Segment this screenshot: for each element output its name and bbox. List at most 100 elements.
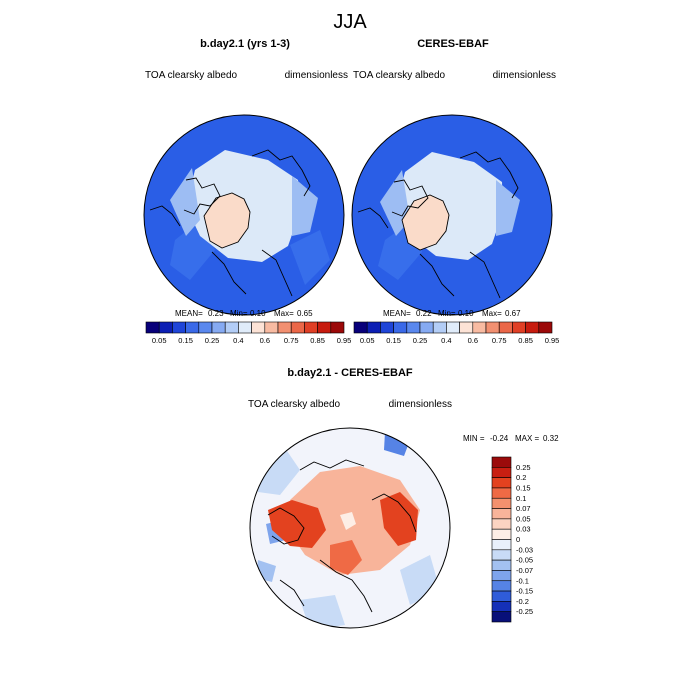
map-greenland-coast [401,194,450,251]
colorbar-tick-label: -0.05 [516,556,533,565]
colorbar-swatch [491,508,512,520]
colorbar-swatch [198,321,213,334]
panel-diff-variable-label: TOA clearsky albedo [248,399,341,410]
colorbar-tick-label: 0.05 [516,514,531,523]
colorbar-tick-label: 0.2 [516,473,526,482]
colorbar-swatch [491,467,512,478]
stat-max-value: 0.32 [543,434,559,443]
stat-mean-label: MEAN= [383,309,411,318]
map-diff-red [330,540,362,575]
colorbar-swatch [491,549,512,561]
colorbar-swatch [491,611,512,623]
panel-diff-stats: MIN = -0.24 MAX = 0.32 [463,434,559,443]
colorbar-swatch [491,456,512,468]
colorbar-swatch [491,518,512,530]
colorbar-swatch [419,321,434,334]
colorbar-obs: 0.05 0.15 0.25 0.4 0.6 0.75 0.85 0.95 [353,321,560,345]
map-diff [250,428,450,628]
stat-mean-value: 0.22 [416,309,432,318]
colorbar-swatch [393,321,408,334]
colorbar-swatch [330,321,345,334]
colorbar-tick-label: -0.1 [516,576,529,585]
colorbar-tick-label: -0.25 [516,607,533,616]
colorbar-tick-label: 0.75 [492,336,507,345]
colorbar-tick-label: 0.95 [337,336,352,345]
colorbar-swatch [491,539,512,551]
map-diff-center [340,512,356,530]
colorbar-tick-label: 0.75 [284,336,299,345]
map-diff-red [268,500,326,548]
colorbar-swatch [491,590,512,602]
panel-diff: b.day2.1 - CERES-EBAF TOA clearsky albed… [248,367,559,629]
colorbar-tick-label: 0.95 [545,336,560,345]
panel-obs-stats: MEAN= 0.22 Min= 0.10 Max= 0.67 [383,309,521,318]
colorbar-swatch [491,601,512,612]
colorbar-swatch [304,321,318,334]
panel-model: b.day2.1 (yrs 1-3) TOA clearsky albedo d… [143,38,352,345]
colorbar-tick-label: -0.07 [516,566,533,575]
colorbar-swatch [172,321,186,334]
colorbar-swatch [491,570,512,582]
panel-model-units-label: dimensionless [285,70,348,81]
stat-min-label: Min= [230,309,248,318]
colorbar-swatch [491,528,512,540]
map-diff-red [380,492,418,546]
panel-model-title: b.day2.1 (yrs 1-3) [200,38,290,50]
colorbar-swatch [317,321,332,334]
map-border [351,114,553,316]
colorbar-swatch [185,321,200,334]
colorbar-swatch [512,321,526,334]
colorbar-swatch [211,321,226,334]
stat-min-label: MIN = [463,434,485,443]
colorbar-tick-label: 0.15 [178,336,193,345]
map-coastline [149,149,311,297]
stat-min-label: Min= [438,309,456,318]
panel-diff-title: b.day2.1 - CERES-EBAF [287,367,413,379]
stat-max-label: Max= [274,309,294,318]
colorbar-swatch [432,321,447,334]
colorbar-tick-label: 0.6 [468,336,478,345]
colorbar-swatch [459,321,474,334]
colorbar-tick-label: 0.85 [518,336,533,345]
colorbar-swatch [224,321,239,334]
colorbar-swatch [366,321,381,334]
stat-max-value: 0.65 [297,309,313,318]
map-ice-edge [170,168,200,236]
colorbar-swatch [406,321,421,334]
colorbar-tick-label: 0 [516,535,520,544]
colorbar-swatch [353,321,368,334]
stat-min-value: 0.10 [250,309,266,318]
map-model [144,115,344,315]
colorbar-tick-label: 0.85 [310,336,325,345]
colorbar-tick-label: 0.15 [516,483,531,492]
stat-mean-label: MEAN= [175,309,203,318]
colorbar-tick-label: 0.07 [516,504,531,513]
map-ocean-variation [290,230,330,285]
colorbar-diff: 0.250.20.150.10.070.050.030-0.03-0.05-0.… [491,456,533,623]
panel-obs-units-label: dimensionless [493,70,556,81]
colorbar-swatch [491,477,512,489]
colorbar-swatch [491,497,512,509]
colorbar-swatch [264,321,279,334]
colorbar-tick-label: -0.03 [516,545,533,554]
colorbar-tick-label: 0.25 [205,336,220,345]
stat-min-value: 0.10 [458,309,474,318]
colorbar-tick-label: 0.4 [441,336,451,345]
stat-max-label: Max= [482,309,502,318]
colorbar-tick-label: 0.25 [516,463,531,472]
map-border [249,427,451,629]
map-obs [352,115,552,315]
colorbar-swatch [251,321,266,334]
figure-title: JJA [333,11,367,33]
colorbar-tick-label: 0.05 [360,336,375,345]
map-ice-edge [292,176,318,236]
colorbar-swatch [538,321,553,334]
colorbar-swatch [472,321,487,334]
map-coastline [267,459,417,613]
panel-model-variable-label: TOA clearsky albedo [145,70,238,81]
colorbar-tick-label: 0.05 [152,336,167,345]
stat-min-value: -0.24 [490,434,509,443]
colorbar-swatch [158,321,173,334]
colorbar-swatch [277,321,292,334]
colorbar-tick-label: 0.1 [516,494,526,503]
